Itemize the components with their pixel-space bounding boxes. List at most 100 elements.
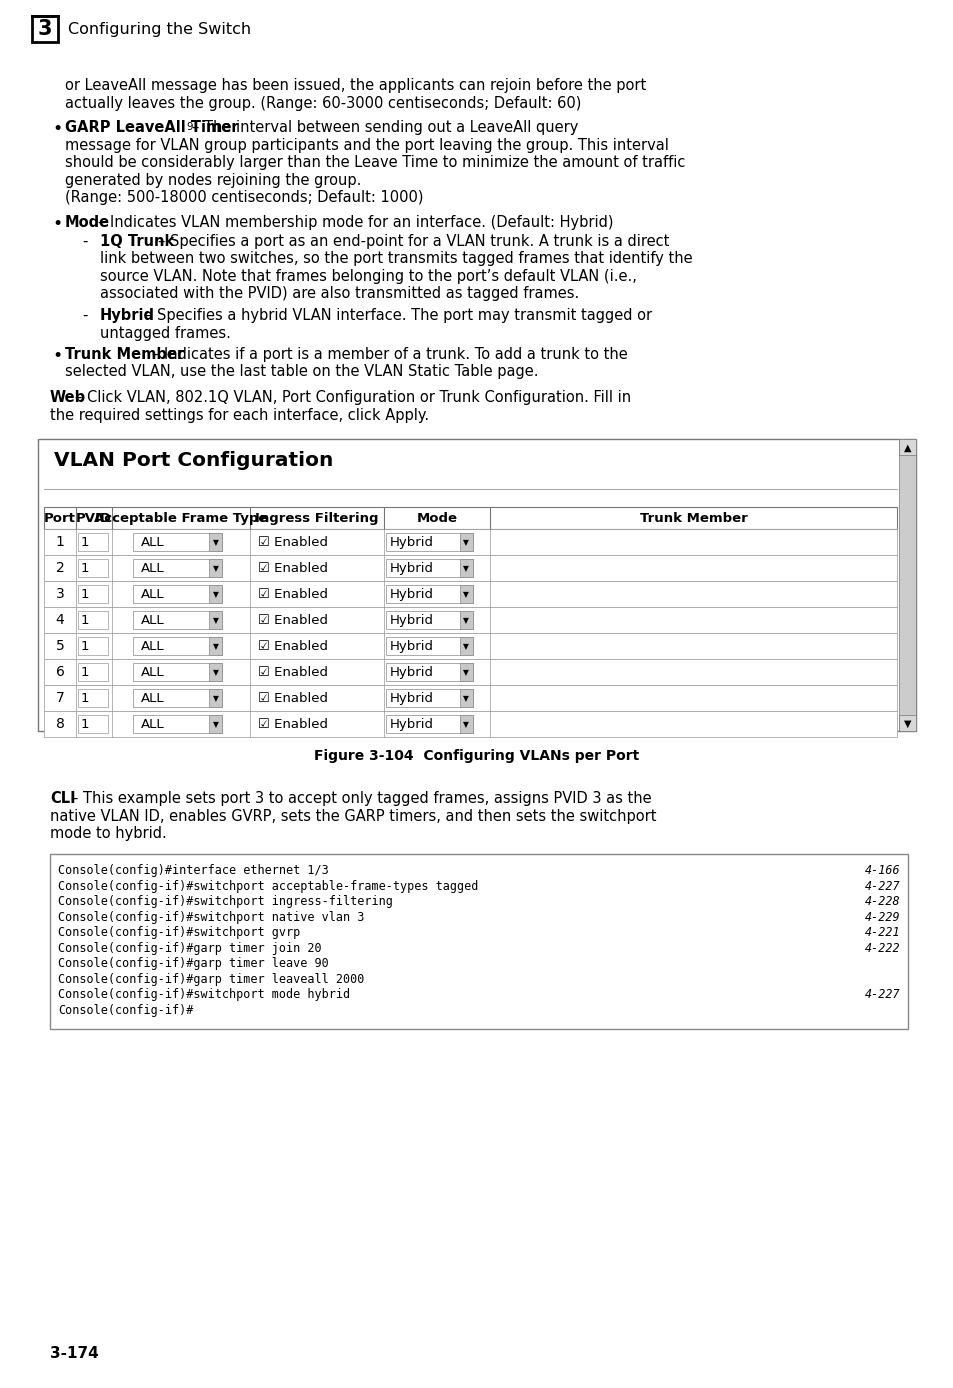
Bar <box>459 715 473 733</box>
Text: •: • <box>52 119 62 137</box>
Text: – Specifies a hybrid VLAN interface. The port may transmit tagged or: – Specifies a hybrid VLAN interface. The… <box>145 308 652 323</box>
Text: VLAN Port Configuration: VLAN Port Configuration <box>54 451 333 471</box>
Text: 3: 3 <box>38 19 52 39</box>
Text: Hybrid: Hybrid <box>390 562 434 575</box>
Bar <box>459 663 473 682</box>
Text: untagged frames.: untagged frames. <box>100 326 231 340</box>
Bar <box>209 637 222 655</box>
Text: Console(config-if)#garp timer join 20: Console(config-if)#garp timer join 20 <box>58 942 321 955</box>
Bar <box>132 663 222 682</box>
Text: 1: 1 <box>81 589 90 601</box>
Bar <box>209 611 222 629</box>
Text: CLI: CLI <box>50 791 75 806</box>
Bar <box>44 508 896 529</box>
Text: Console(config-if)#garp timer leave 90: Console(config-if)#garp timer leave 90 <box>58 958 329 970</box>
Text: ☑ Enabled: ☑ Enabled <box>257 536 328 548</box>
Text: ▼: ▼ <box>213 616 218 625</box>
Bar <box>209 559 222 577</box>
Bar <box>898 440 915 455</box>
Text: 1: 1 <box>81 536 90 548</box>
Text: 3-174: 3-174 <box>50 1346 99 1362</box>
Text: Port: Port <box>44 512 76 525</box>
Bar <box>44 608 896 633</box>
Text: 8: 8 <box>55 718 65 731</box>
Text: 4-227: 4-227 <box>863 880 899 892</box>
Text: ▼: ▼ <box>902 719 910 729</box>
Text: (Range: 500-18000 centiseconds; Default: 1000): (Range: 500-18000 centiseconds; Default:… <box>65 190 423 205</box>
Bar <box>78 637 108 655</box>
Text: ALL: ALL <box>140 589 164 601</box>
Text: ▼: ▼ <box>463 564 469 573</box>
Text: – This example sets port 3 to accept only tagged frames, assigns PVID 3 as the: – This example sets port 3 to accept onl… <box>71 791 651 806</box>
Text: 1: 1 <box>81 718 90 731</box>
Text: ALL: ALL <box>140 666 164 679</box>
Text: ▼: ▼ <box>463 590 469 598</box>
Bar <box>209 533 222 551</box>
Text: Hybrid: Hybrid <box>390 718 434 731</box>
Text: ☑ Enabled: ☑ Enabled <box>257 666 328 679</box>
Bar <box>44 712 896 737</box>
Text: ▼: ▼ <box>213 668 218 677</box>
Bar <box>386 715 473 733</box>
Text: Console(config-if)#switchport native vlan 3: Console(config-if)#switchport native vla… <box>58 911 364 924</box>
Bar <box>78 715 108 733</box>
Text: – The interval between sending out a LeaveAll query: – The interval between sending out a Lea… <box>192 119 578 135</box>
Text: Ingress Filtering: Ingress Filtering <box>255 512 378 525</box>
Text: – Indicates if a port is a member of a trunk. To add a trunk to the: – Indicates if a port is a member of a t… <box>152 347 627 362</box>
Bar <box>132 611 222 629</box>
Text: Acceptable Frame Type: Acceptable Frame Type <box>94 512 268 525</box>
Text: Console(config-if)#switchport mode hybrid: Console(config-if)#switchport mode hybri… <box>58 988 350 1001</box>
Text: 4-229: 4-229 <box>863 911 899 924</box>
Text: Console(config-if)#switchport gvrp: Console(config-if)#switchport gvrp <box>58 926 300 940</box>
Text: 1: 1 <box>81 691 90 705</box>
Text: Trunk Member: Trunk Member <box>639 512 746 525</box>
Text: Web: Web <box>50 390 86 405</box>
Text: ▼: ▼ <box>463 720 469 729</box>
Text: 4-221: 4-221 <box>863 926 899 940</box>
Text: 1: 1 <box>81 562 90 575</box>
Text: 7: 7 <box>55 691 64 705</box>
Text: ALL: ALL <box>140 613 164 627</box>
Bar <box>386 586 473 604</box>
Bar <box>44 555 896 582</box>
Text: ▼: ▼ <box>213 564 218 573</box>
Text: – Specifies a port as an end-point for a VLAN trunk. A trunk is a direct: – Specifies a port as an end-point for a… <box>158 233 669 248</box>
Text: ALL: ALL <box>140 536 164 548</box>
Bar <box>386 690 473 708</box>
Bar <box>459 637 473 655</box>
Bar <box>132 559 222 577</box>
Text: message for VLAN group participants and the port leaving the group. This interva: message for VLAN group participants and … <box>65 137 668 153</box>
Text: 1: 1 <box>81 666 90 679</box>
Bar <box>386 611 473 629</box>
Text: ▼: ▼ <box>213 694 218 702</box>
Bar <box>898 715 915 731</box>
Text: 4-222: 4-222 <box>863 942 899 955</box>
Text: 5: 5 <box>55 640 64 654</box>
Text: or LeaveAll message has been issued, the applicants can rejoin before the port: or LeaveAll message has been issued, the… <box>65 78 645 93</box>
Text: ▼: ▼ <box>213 539 218 547</box>
Text: 9: 9 <box>186 122 193 132</box>
Bar <box>209 663 222 682</box>
Text: should be considerably larger than the Leave Time to minimize the amount of traf: should be considerably larger than the L… <box>65 155 684 169</box>
Bar <box>209 586 222 604</box>
Text: •: • <box>52 347 62 365</box>
Text: ALL: ALL <box>140 691 164 705</box>
Text: associated with the PVID) are also transmitted as tagged frames.: associated with the PVID) are also trans… <box>100 286 578 301</box>
Text: Hybrid: Hybrid <box>390 666 434 679</box>
Text: ☑ Enabled: ☑ Enabled <box>257 589 328 601</box>
Bar <box>132 533 222 551</box>
Text: – Click VLAN, 802.1Q VLAN, Port Configuration or Trunk Configuration. Fill in: – Click VLAN, 802.1Q VLAN, Port Configur… <box>75 390 631 405</box>
Text: 6: 6 <box>55 665 65 679</box>
Bar <box>78 586 108 604</box>
Bar <box>209 690 222 708</box>
Text: Console(config-if)#switchport acceptable-frame-types tagged: Console(config-if)#switchport acceptable… <box>58 880 477 892</box>
Text: ▼: ▼ <box>463 694 469 702</box>
Text: 1: 1 <box>81 613 90 627</box>
Text: ☑ Enabled: ☑ Enabled <box>257 562 328 575</box>
Text: ▼: ▼ <box>213 720 218 729</box>
Text: Hybrid: Hybrid <box>390 613 434 627</box>
Bar <box>132 690 222 708</box>
Bar <box>132 637 222 655</box>
Text: ☑ Enabled: ☑ Enabled <box>257 718 328 731</box>
Text: 3: 3 <box>55 587 64 601</box>
